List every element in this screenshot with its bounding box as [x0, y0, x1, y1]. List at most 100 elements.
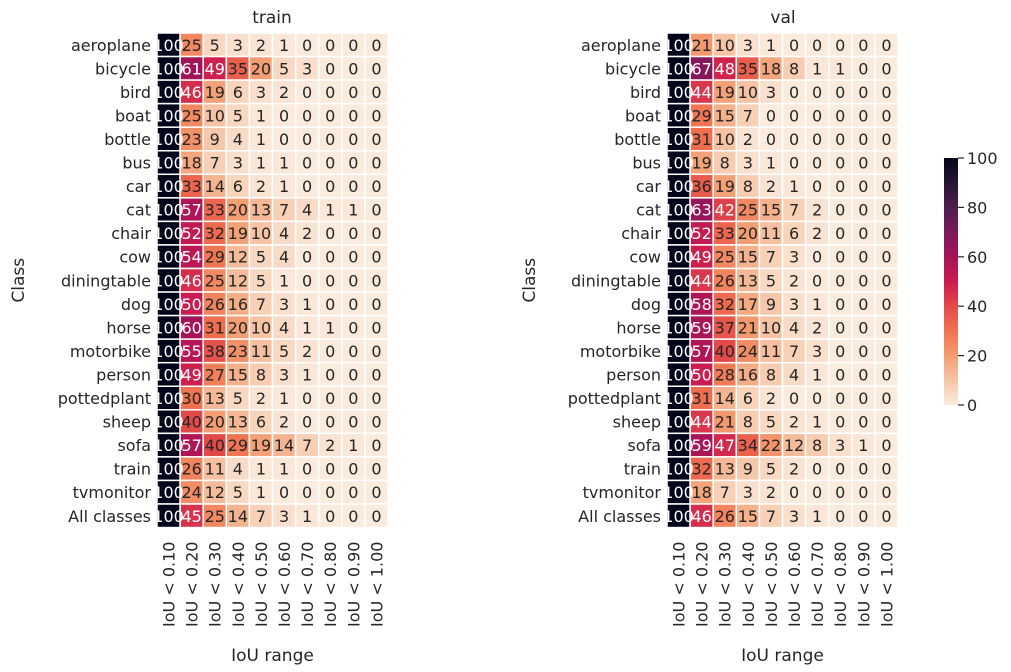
- val-cell-label-all-classes-2: 26: [715, 507, 735, 526]
- val-cell-label-train-2: 13: [715, 460, 735, 479]
- train-ytick-chair: chair: [111, 224, 151, 243]
- val-cell-label-chair-2: 33: [715, 224, 735, 243]
- train-cell-label-pottedplant-8: 0: [348, 389, 358, 408]
- train-cell-label-bus-0: 100: [153, 154, 184, 173]
- val-cell-label-motorbike-7: 0: [835, 342, 845, 361]
- train-cell-label-diningtable-9: 0: [371, 271, 381, 290]
- val-cell-label-motorbike-1: 57: [691, 342, 711, 361]
- val-ytick-sofa: sofa: [627, 436, 661, 455]
- val-cell-label-all-classes-5: 3: [789, 507, 799, 526]
- train-cell-label-boat-5: 0: [279, 106, 289, 125]
- val-cell-label-sheep-7: 0: [835, 413, 845, 432]
- train-cell-label-boat-0: 100: [153, 106, 184, 125]
- train-cell-label-pottedplant-3: 5: [233, 389, 243, 408]
- val-cell-label-aeroplane-6: 0: [812, 36, 822, 55]
- val-cell-label-bus-1: 19: [691, 154, 711, 173]
- val-cell-label-horse-5: 4: [789, 318, 799, 337]
- train-cell-label-tvmonitor-9: 0: [371, 483, 381, 502]
- train-cell-label-sheep-9: 0: [371, 413, 381, 432]
- val-cell-label-bus-6: 0: [812, 154, 822, 173]
- train-cell-label-all-classes-4: 7: [256, 507, 266, 526]
- val-cell-label-sofa-4: 22: [761, 436, 781, 455]
- train-cell-label-boat-2: 10: [205, 106, 225, 125]
- val-cell-label-cat-2: 42: [715, 201, 735, 220]
- train-cell-label-sofa-3: 29: [228, 436, 248, 455]
- train-cell-label-diningtable-6: 0: [302, 271, 312, 290]
- val-ytick-chair: chair: [621, 224, 661, 243]
- train-xtick-6: IoU < 0.70: [298, 542, 317, 627]
- val-cell-label-sheep-1: 44: [691, 413, 711, 432]
- val-cell-label-bottle-7: 0: [835, 130, 845, 149]
- train-cell-label-cat-3: 20: [228, 201, 248, 220]
- val-cell-label-cow-8: 0: [858, 248, 868, 267]
- val-cell-label-train-8: 0: [858, 460, 868, 479]
- train-cell-label-bird-3: 6: [233, 83, 243, 102]
- val-cell-label-bottle-3: 2: [743, 130, 753, 149]
- val-cell-label-chair-7: 0: [835, 224, 845, 243]
- train-cell-label-horse-9: 0: [371, 318, 381, 337]
- train-cell-all-classes-9: [364, 503, 389, 529]
- train-cell-label-cow-6: 0: [302, 248, 312, 267]
- val-cell-label-diningtable-6: 0: [812, 271, 822, 290]
- val-cell-label-cow-2: 25: [715, 248, 735, 267]
- val-cell-label-bicycle-7: 1: [835, 59, 845, 78]
- train-cell-label-cat-1: 57: [181, 201, 201, 220]
- val-cell-label-cow-7: 0: [835, 248, 845, 267]
- train-xtick-1: IoU < 0.20: [183, 542, 202, 627]
- train-xtick-8: IoU < 0.90: [344, 542, 363, 627]
- train-cell-label-aeroplane-7: 0: [325, 36, 335, 55]
- train-cell-label-boat-3: 5: [233, 106, 243, 125]
- val-cell-label-tvmonitor-4: 2: [766, 483, 776, 502]
- val-cell-label-cat-7: 0: [835, 201, 845, 220]
- train-cell-label-motorbike-6: 2: [302, 342, 312, 361]
- val-ytick-cow: cow: [629, 248, 661, 267]
- val-cell-label-bird-5: 0: [789, 83, 799, 102]
- train-cell-label-bicycle-8: 0: [348, 59, 358, 78]
- val-cell-label-sofa-6: 8: [812, 436, 822, 455]
- val-cell-label-horse-8: 0: [858, 318, 868, 337]
- train-cell-label-bottle-0: 100: [153, 130, 184, 149]
- train-ytick-cow: cow: [119, 248, 151, 267]
- train-xtick-3: IoU < 0.40: [229, 542, 248, 627]
- train-cell-label-dog-3: 16: [228, 295, 248, 314]
- train-cell-label-bicycle-2: 49: [205, 59, 225, 78]
- train-cell-label-boat-9: 0: [371, 106, 381, 125]
- val-cell-label-car-6: 0: [812, 177, 822, 196]
- val-cell-label-sofa-0: 100: [663, 436, 694, 455]
- val-cell-label-train-4: 5: [766, 460, 776, 479]
- val-cell-label-person-6: 1: [812, 365, 822, 384]
- val-cell-label-bird-9: 0: [881, 83, 891, 102]
- train-cell-label-car-0: 100: [153, 177, 184, 196]
- train-cell-label-bottle-5: 0: [279, 130, 289, 149]
- train-cell-label-cow-7: 0: [325, 248, 335, 267]
- val-cell-label-dog-4: 9: [766, 295, 776, 314]
- val-cell-label-cat-1: 63: [691, 201, 711, 220]
- train-cell-label-cow-1: 54: [181, 248, 201, 267]
- train-cell-label-bicycle-3: 35: [228, 59, 248, 78]
- train-cell-label-tvmonitor-7: 0: [325, 483, 335, 502]
- val-cell-label-tvmonitor-2: 7: [720, 483, 730, 502]
- train-xtick-2: IoU < 0.30: [206, 542, 225, 627]
- train-cell-label-cow-9: 0: [371, 248, 381, 267]
- train-cell-label-cow-0: 100: [153, 248, 184, 267]
- val-cell-label-bicycle-0: 100: [663, 59, 694, 78]
- val-cell-label-sheep-4: 5: [766, 413, 776, 432]
- val-cell-label-chair-5: 6: [789, 224, 799, 243]
- val-cell-label-cat-5: 7: [789, 201, 799, 220]
- train-cell-label-bird-6: 0: [302, 83, 312, 102]
- val-cell-label-pottedplant-1: 31: [691, 389, 711, 408]
- val-ytick-tvmonitor: tvmonitor: [583, 483, 662, 502]
- train-cell-label-horse-2: 31: [205, 318, 225, 337]
- val-cell-label-horse-9: 0: [881, 318, 891, 337]
- train-cell-label-chair-5: 4: [279, 224, 289, 243]
- train-cell-label-cat-6: 4: [302, 201, 312, 220]
- val-cell-label-dog-7: 0: [835, 295, 845, 314]
- train-cell-label-motorbike-9: 0: [371, 342, 381, 361]
- val-cell-label-boat-5: 0: [789, 106, 799, 125]
- train-cell-label-person-3: 15: [228, 365, 248, 384]
- train-cell-label-aeroplane-6: 0: [302, 36, 312, 55]
- val-cell-label-diningtable-8: 0: [858, 271, 868, 290]
- val-cell-label-diningtable-1: 44: [691, 271, 711, 290]
- train-cell-label-sofa-8: 1: [348, 436, 358, 455]
- val-cell-label-bird-0: 100: [663, 83, 694, 102]
